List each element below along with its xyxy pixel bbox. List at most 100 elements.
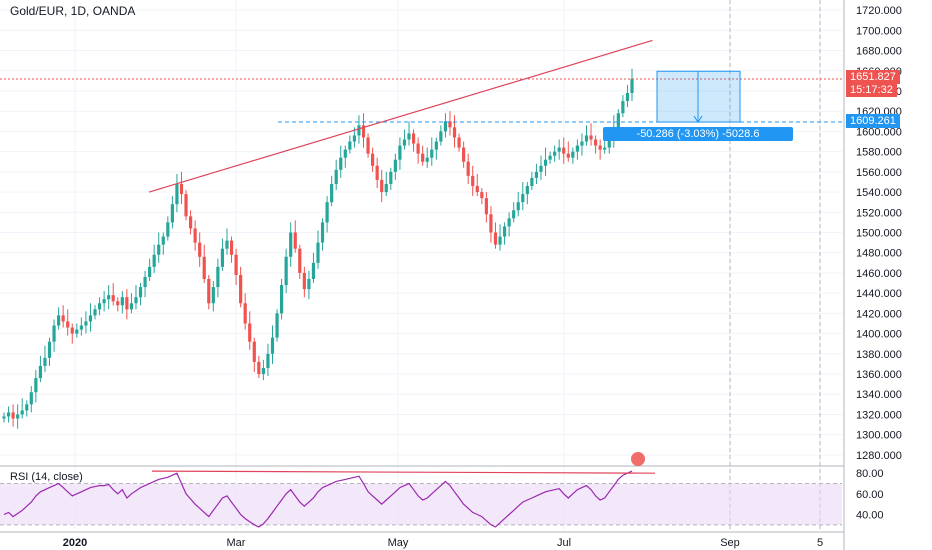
candle-body (184, 194, 188, 217)
rsi-divergence-line (151, 470, 656, 474)
candle-body (562, 147, 566, 154)
candle-body (120, 297, 124, 306)
candle-body (471, 175, 475, 186)
time-tick-label: 5 (817, 537, 823, 549)
price-tick-label: 1300.000 (856, 430, 902, 442)
candle-body (452, 127, 457, 138)
candle-body (566, 153, 570, 158)
candle-body (421, 153, 425, 162)
candle-body (480, 192, 484, 199)
candle-body (380, 179, 384, 193)
candle-body (575, 145, 579, 152)
price-tick-label: 1340.000 (856, 389, 902, 401)
time-tick-label: Jul (557, 537, 571, 549)
rsi-tick-label: 40.00 (856, 510, 884, 522)
price-tick-label: 1580.000 (856, 147, 902, 159)
candle-body (361, 125, 366, 138)
candle-body (584, 135, 589, 142)
price-tick-label: 1680.000 (856, 46, 902, 58)
candle-body (334, 169, 338, 184)
candle-body (462, 147, 466, 162)
price-tick-label: 1500.000 (856, 228, 902, 240)
candle-body (589, 135, 593, 140)
candle-body (443, 121, 448, 132)
candle-body (75, 329, 79, 334)
candle-body (252, 341, 256, 362)
price-tick-label: 1320.000 (856, 409, 902, 421)
candle-body (516, 202, 520, 211)
time-tick-label: 2020 (63, 537, 87, 549)
candle-body (557, 147, 561, 152)
candle-body (52, 325, 56, 342)
candle-body (138, 287, 143, 298)
candle-body (621, 101, 625, 114)
candle-body (457, 137, 461, 148)
candle-body (493, 232, 498, 245)
candle-body (129, 303, 134, 310)
candle-body (266, 353, 270, 368)
candle-body (29, 392, 33, 405)
candle-body (393, 159, 397, 172)
candle-body (603, 147, 607, 150)
candle-body (398, 145, 402, 160)
price-tick-label: 1360.000 (856, 369, 902, 381)
candle-body (248, 323, 252, 342)
candle-body (229, 240, 234, 255)
candle-body (289, 232, 293, 257)
price-tick-label: 1540.000 (856, 187, 902, 199)
candle-body (148, 266, 152, 277)
candle-body (525, 186, 529, 195)
candle-body (34, 378, 38, 393)
candle-body (211, 287, 215, 304)
candle-body (216, 266, 220, 288)
candle-body (375, 165, 379, 180)
candle-body (125, 297, 129, 310)
price-tick-label: 1280.000 (856, 450, 902, 462)
time-tick-label: May (388, 537, 409, 549)
candle-body (571, 151, 575, 158)
candle-body (371, 153, 375, 166)
price-tick-label: 1720.000 (856, 5, 902, 17)
candle-body (202, 256, 206, 279)
rsi-line (3, 470, 633, 528)
candle-body (439, 131, 443, 142)
candle-body (293, 232, 297, 249)
candle-body (489, 214, 493, 233)
candle-body (366, 137, 370, 154)
candle-body (261, 367, 265, 375)
candle-body (152, 254, 156, 267)
last-price-badge: 1651.827 (846, 70, 900, 84)
candle-body (416, 143, 420, 154)
candle-body (225, 240, 229, 249)
candle-body (593, 139, 598, 146)
price-tick-label: 1420.000 (856, 308, 902, 320)
candle-body (66, 321, 70, 328)
candle-body (102, 299, 106, 304)
price-tick-label: 1380.000 (856, 349, 902, 361)
candle-body (343, 149, 347, 158)
candle-body (143, 276, 147, 288)
candle-body (134, 297, 138, 304)
price-tick-label: 1400.000 (856, 329, 902, 341)
candle-body (430, 149, 434, 158)
candle-body (339, 157, 343, 170)
candle-body (630, 78, 634, 93)
measure-label: -50.286 (-3.03%) -5028.6 (603, 127, 793, 141)
candle-body (257, 361, 261, 375)
time-tick-label: Mar (227, 537, 246, 549)
candle-body (316, 242, 320, 263)
candle-body (161, 236, 165, 245)
candle-body (16, 414, 20, 419)
candle-body (79, 325, 83, 330)
price-tick-label: 1460.000 (856, 268, 902, 280)
candle-body (598, 145, 602, 150)
candle-body (307, 279, 311, 290)
candle-body (425, 157, 429, 162)
candle-body (302, 272, 306, 290)
candle-body (475, 186, 479, 193)
candle-body (402, 139, 407, 146)
resistance-trendline (148, 39, 653, 193)
candle-body (25, 404, 29, 411)
rsi-title: RSI (14, close) (10, 471, 83, 483)
candle-body (20, 410, 24, 415)
